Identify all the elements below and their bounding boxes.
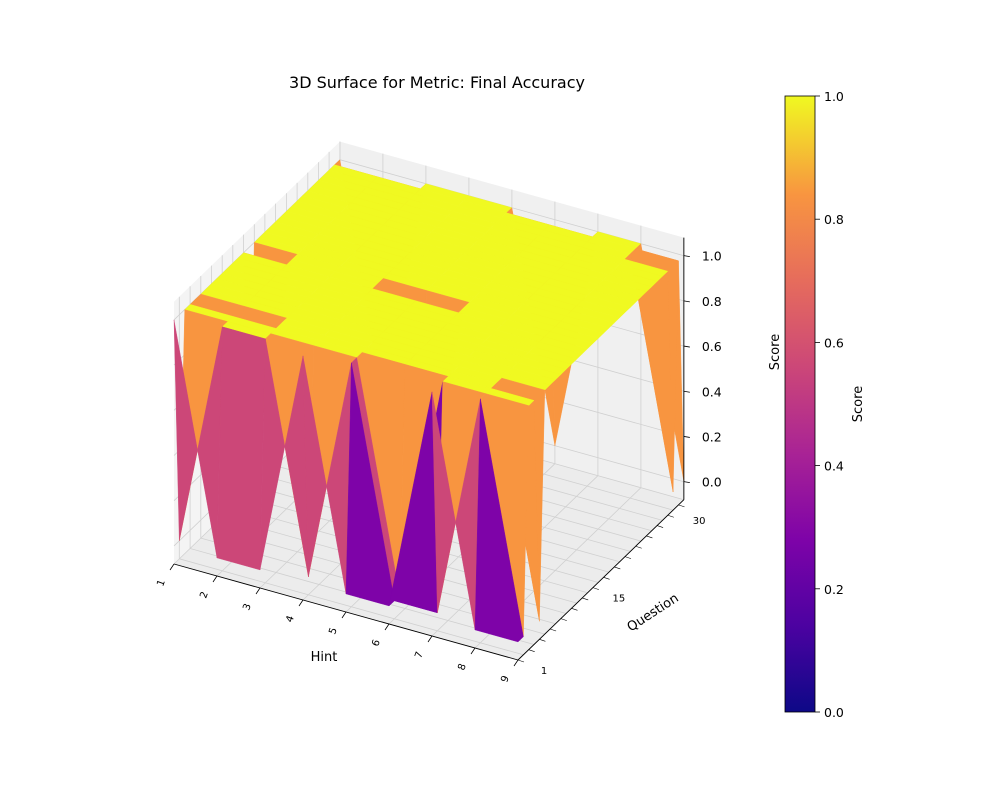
y-tick-mark: [571, 608, 578, 611]
y-tick-mark: [657, 525, 664, 528]
z-tick-label: 0.8: [702, 294, 722, 309]
z-tick-mark: [683, 300, 690, 303]
z-tick-mark: [683, 390, 690, 393]
y-tick-mark: [603, 576, 610, 580]
colorbar-tick-label: 1.0: [824, 89, 844, 104]
z-axis-label: Score: [768, 334, 783, 370]
colorbar-gradient: [784, 95, 816, 713]
y-tick-mark: [582, 597, 589, 601]
y-tick-mark: [560, 618, 567, 621]
z-tick-mark: [683, 255, 690, 258]
colorbar-label: Score: [851, 386, 866, 422]
x-tick-label: 9: [499, 674, 512, 684]
x-tick-mark: [384, 623, 390, 631]
x-tick-mark: [212, 575, 218, 583]
z-tick-mark: [683, 345, 690, 348]
chart-title: 3D Surface for Metric: Final Accuracy: [289, 73, 585, 92]
y-tick-mark: [592, 587, 599, 590]
z-tick-label: 0.4: [702, 384, 722, 399]
x-tick-label: 3: [241, 602, 254, 612]
z-tick-label: 0.6: [702, 339, 722, 354]
y-axis-line: [517, 499, 685, 661]
y-tick-mark: [678, 504, 685, 508]
colorbar: 0.0 0.2 0.4 0.6 0.8 1.0 Score: [784, 89, 866, 720]
surface-mesh: [173, 159, 685, 643]
y-tick-mark: [667, 514, 674, 518]
colorbar-tick-label: 0.4: [824, 459, 844, 474]
y-tick-mark: [614, 566, 621, 570]
y-tick-labels: 1 15 30: [517, 504, 706, 677]
surface-facet: [216, 326, 266, 571]
x-tick-label: 2: [198, 590, 211, 600]
y-tick-mark: [646, 535, 653, 539]
y-tick-mark: [539, 639, 546, 642]
x-tick-mark: [169, 563, 175, 571]
x-tick-label: 1: [155, 578, 168, 588]
y-tick-label: 15: [613, 594, 626, 605]
x-tick-label: 6: [370, 638, 383, 648]
y-tick-mark: [517, 659, 525, 663]
x-tick-mark: [470, 647, 476, 655]
y-tick-mark: [528, 649, 535, 652]
y-tick-mark: [550, 628, 557, 632]
z-tick-label: 1.0: [702, 249, 722, 264]
z-tick-label: 0.2: [702, 429, 722, 444]
x-tick-mark: [513, 659, 519, 667]
y-tick-label: 30: [693, 516, 706, 527]
x-tick-mark: [427, 635, 433, 643]
y-tick-mark: [635, 545, 642, 549]
x-tick-label: 4: [284, 614, 297, 624]
colorbar-tick-label: 0.6: [824, 335, 844, 350]
colorbar-tick-label: 0.8: [824, 212, 844, 227]
x-tick-label: 8: [456, 662, 469, 672]
y-tick-label: 1: [541, 666, 547, 677]
y-axis-label: Question: [625, 591, 682, 635]
x-tick-mark: [255, 587, 261, 595]
x-tick-mark: [298, 599, 304, 607]
colorbar-tick-label: 0.2: [824, 582, 844, 597]
x-tick-labels: 1 2 3 4 5 6 7 8 9: [155, 563, 519, 684]
z-tick-mark: [683, 481, 690, 484]
z-tick-labels: 0.0 0.2 0.4 0.6 0.8 1.0: [683, 249, 722, 490]
x-tick-label: 7: [413, 650, 426, 660]
colorbar-tick-label: 0.0: [824, 705, 844, 720]
y-tick-mark: [624, 556, 632, 559]
x-axis-label: Hint: [311, 650, 338, 665]
z-tick-label: 0.0: [702, 475, 722, 490]
x-tick-label: 5: [327, 626, 340, 636]
x-tick-mark: [341, 611, 347, 619]
surface-facet: [474, 398, 524, 643]
z-tick-mark: [683, 436, 690, 438]
colorbar-tick-labels: 0.0 0.2 0.4 0.6 0.8 1.0: [815, 89, 844, 720]
